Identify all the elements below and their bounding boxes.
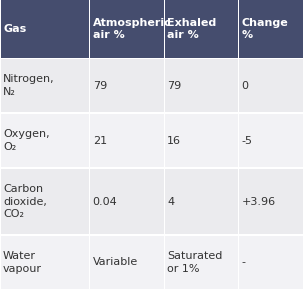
Text: Carbon
dioxide,
CO₂: Carbon dioxide, CO₂	[3, 184, 47, 219]
Bar	[239, 235, 303, 289]
Bar	[90, 59, 164, 113]
Text: 0: 0	[242, 81, 249, 90]
Bar	[90, 114, 164, 167]
Bar	[90, 235, 164, 289]
Text: 79: 79	[167, 81, 181, 90]
Text: 4: 4	[167, 197, 174, 206]
Text: -: -	[242, 258, 246, 267]
Text: 0.04: 0.04	[93, 197, 117, 206]
Text: Oxygen,
O₂: Oxygen, O₂	[3, 129, 50, 152]
Text: Change
%: Change %	[242, 18, 288, 40]
Bar	[239, 114, 303, 167]
Text: Exhaled
air %: Exhaled air %	[167, 18, 216, 40]
Bar	[1, 114, 89, 167]
Bar	[1, 168, 89, 234]
Text: 16: 16	[167, 135, 181, 146]
Bar	[165, 235, 238, 289]
Bar	[239, 59, 303, 113]
Bar	[165, 168, 238, 234]
Text: Nitrogen,
N₂: Nitrogen, N₂	[3, 74, 55, 97]
Text: Water
vapour: Water vapour	[3, 251, 42, 274]
Text: Saturated
or 1%: Saturated or 1%	[167, 251, 223, 274]
Bar	[1, 0, 89, 58]
Text: 79: 79	[93, 81, 107, 90]
Text: 21: 21	[93, 135, 107, 146]
Text: Gas: Gas	[3, 24, 26, 34]
Bar	[1, 235, 89, 289]
Text: Variable: Variable	[93, 258, 138, 267]
Bar	[165, 114, 238, 167]
Text: Atmospheric
air %: Atmospheric air %	[93, 18, 171, 40]
Bar	[165, 0, 238, 58]
Bar	[1, 59, 89, 113]
Bar	[165, 59, 238, 113]
Text: +3.96: +3.96	[242, 197, 276, 206]
Text: -5: -5	[242, 135, 253, 146]
Bar	[239, 0, 303, 58]
Bar	[90, 0, 164, 58]
Bar	[90, 168, 164, 234]
Bar	[239, 168, 303, 234]
